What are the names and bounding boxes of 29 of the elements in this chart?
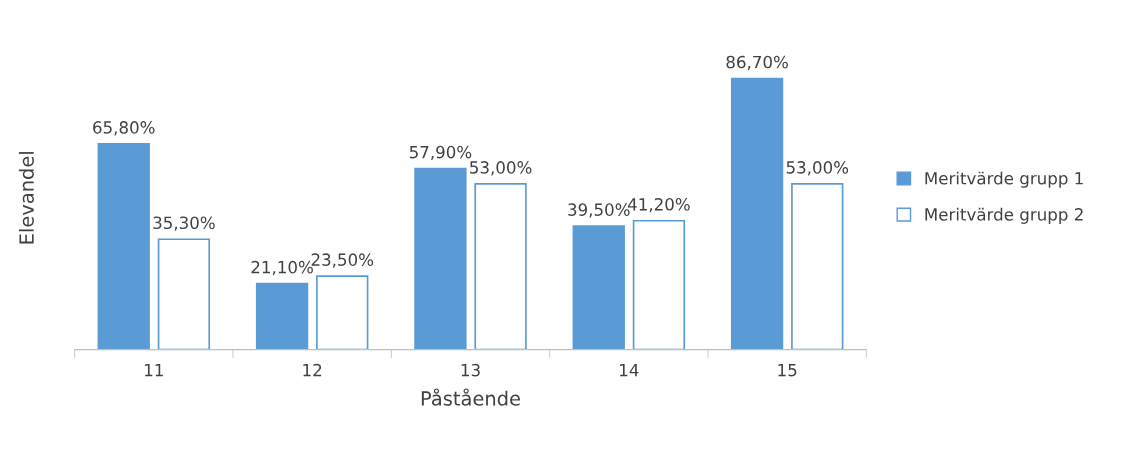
data-label: 21,10% xyxy=(251,260,313,276)
data-label: 53,00% xyxy=(786,161,849,176)
y-axis-title: Elevandel xyxy=(18,152,34,244)
x-tick-label: 13 xyxy=(461,363,480,377)
data-label: 23,50% xyxy=(311,253,374,268)
x-tick-label: 11 xyxy=(145,364,163,377)
bar xyxy=(316,275,369,350)
x-tick-label: 12 xyxy=(303,363,322,377)
data-label: 65,80% xyxy=(93,121,155,136)
data-label: 53,00% xyxy=(470,161,532,176)
x-axis-title: Påstående xyxy=(421,388,520,406)
x-tick-label: 15 xyxy=(778,364,797,377)
data-label: 57,90% xyxy=(409,145,472,161)
bar xyxy=(255,282,309,350)
bar xyxy=(414,167,467,350)
legend-label: Meritvärde grupp 1 xyxy=(925,171,1083,188)
data-label: 39,50% xyxy=(568,203,630,218)
bar xyxy=(97,143,150,350)
legend-label: Meritvärde grupp 2 xyxy=(925,207,1083,224)
bar xyxy=(474,183,527,350)
bar xyxy=(632,219,686,350)
bar xyxy=(791,183,844,350)
bar xyxy=(157,238,211,350)
data-label: 41,20% xyxy=(627,198,690,213)
bar xyxy=(730,77,784,350)
x-tick-label: 14 xyxy=(620,364,639,377)
data-label: 35,30% xyxy=(153,216,215,231)
data-label: 86,70% xyxy=(726,55,788,71)
bar xyxy=(572,225,625,350)
